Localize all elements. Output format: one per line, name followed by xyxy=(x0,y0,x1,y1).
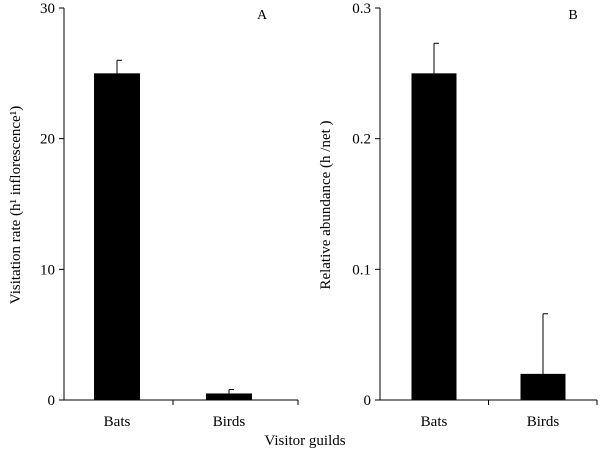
y-axis-title: Visitation rate (h¹ inflorescence¹) xyxy=(8,106,24,304)
bar-bats xyxy=(411,73,457,400)
panel-letter: B xyxy=(568,8,577,23)
category-label: Bats xyxy=(104,414,131,430)
y-tick-label: 10 xyxy=(40,262,55,278)
bar-bats xyxy=(94,73,140,400)
y-tick-label: 0.1 xyxy=(352,262,371,278)
x-axis-title: Visitor guilds xyxy=(264,433,345,449)
y-tick-label: 30 xyxy=(40,1,55,17)
y-tick-label: 0 xyxy=(364,393,372,409)
panel-letter: A xyxy=(257,8,268,23)
panel-b: 0 0.1 0.2 0.3 Bats Birds Relative abundance (h… xyxy=(318,1,598,430)
category-label: Birds xyxy=(527,414,560,430)
bar-birds xyxy=(520,373,566,400)
category-label: Birds xyxy=(213,414,246,430)
category-label: Bats xyxy=(421,414,448,430)
panel-a: 0 10 20 30 Bats Birds Visitation rate (h¹ infl… xyxy=(8,1,299,430)
y-tick-label: 20 xyxy=(40,132,55,148)
y-axis-title: Relative abundance (h /net ) xyxy=(318,120,334,289)
y-tick-label: 0.3 xyxy=(352,1,371,17)
bar-birds xyxy=(206,393,252,400)
y-tick-label: 0.2 xyxy=(352,132,371,148)
y-tick-label: 0 xyxy=(48,393,56,409)
